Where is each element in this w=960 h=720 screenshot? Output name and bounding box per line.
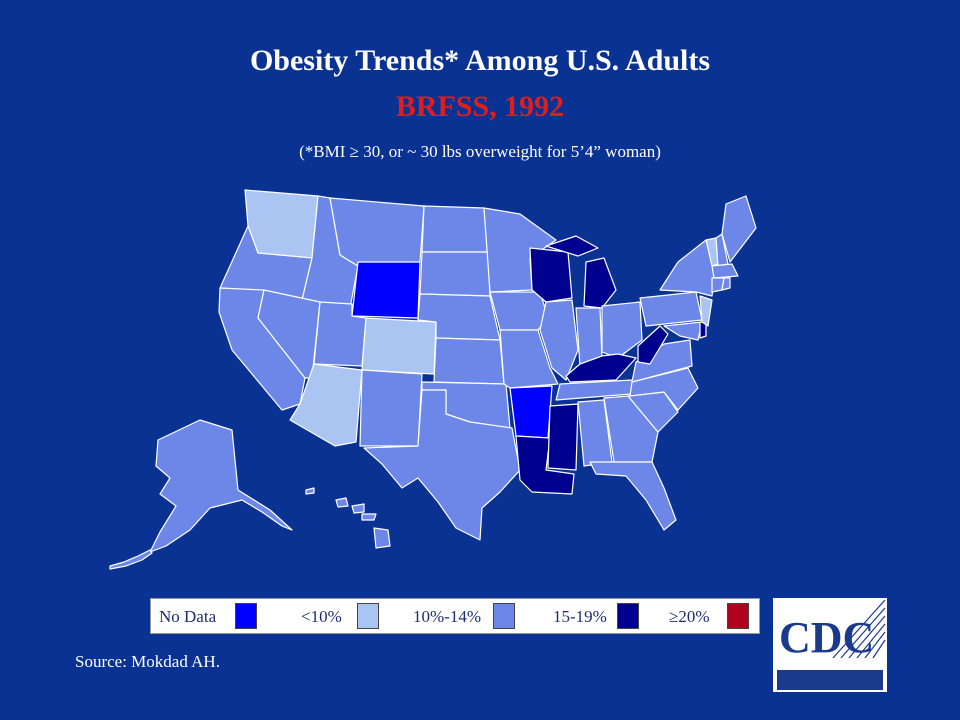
state-ms (547, 403, 579, 471)
state-md (663, 321, 703, 341)
map-legend: No Data <10% 10%-14% 15-19% ≥20% (150, 598, 760, 634)
cdc-logo: CDC (773, 598, 887, 692)
state-wi (529, 247, 573, 303)
state-pa (639, 291, 703, 327)
legend-label-ge20: ≥20% (669, 607, 710, 626)
legend-swatch-10-14 (493, 603, 515, 629)
state-ky (565, 353, 637, 383)
map-subtitle: BRFSS, 1992 (395, 90, 565, 123)
state-nm (359, 369, 423, 447)
legend-swatch-ge20 (727, 603, 749, 629)
state-sd (419, 251, 491, 297)
alaska-islands (109, 549, 153, 570)
state-tx (363, 389, 521, 541)
map-title: Obesity Trends* Among U.S. Adults (249, 44, 711, 77)
legend-label-lt10: <10% (301, 607, 342, 626)
state-mi-up (545, 235, 599, 257)
state-mi (583, 257, 617, 309)
state-oh (601, 301, 643, 359)
state-wv (637, 325, 669, 365)
legend-swatch-15-19 (617, 603, 639, 629)
legend-label-no-data: No Data (159, 607, 217, 626)
state-nj (699, 295, 713, 327)
state-me (721, 195, 757, 263)
state-ma (711, 263, 739, 279)
state-hi (305, 487, 391, 549)
bmi-footnote: (*BMI ≥ 30, or ~ 30 lbs overweight for 5… (299, 142, 661, 161)
state-ia (489, 291, 549, 331)
state-ar (509, 385, 553, 439)
state-fl (589, 461, 677, 531)
legend-label-10-14: 10%-14% (413, 607, 481, 626)
state-ri (721, 277, 731, 291)
state-ga (603, 395, 659, 463)
state-mo (499, 329, 559, 389)
state-mt (329, 197, 425, 267)
state-wy (351, 261, 421, 319)
state-il (539, 299, 579, 381)
state-nd (421, 205, 489, 253)
state-ak (149, 419, 293, 553)
legend-swatch-lt10 (357, 603, 379, 629)
cdc-logo-text: CDC (779, 613, 874, 662)
source-note: Source: Mokdad AH. (75, 652, 220, 671)
legend-swatch-no-data (235, 603, 257, 629)
state-co (361, 317, 437, 375)
legend-label-15-19: 15-19% (553, 607, 607, 626)
state-ks (433, 337, 505, 385)
